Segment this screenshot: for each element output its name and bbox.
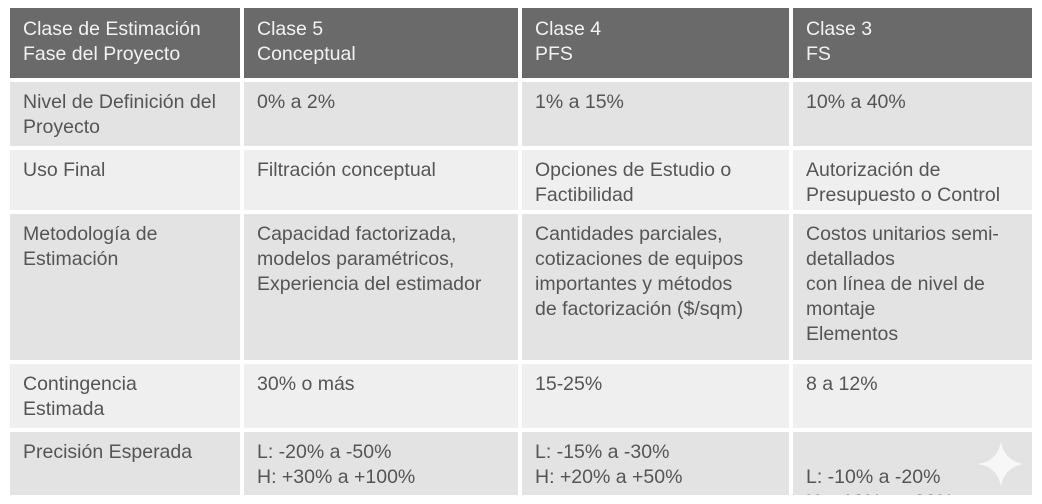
cell-text: L: -20% a -50% H: +30% a +100% — [257, 441, 416, 488]
cell-contingencia-clase4: 15-25% — [522, 364, 789, 428]
cell-nivel-clase4: 1% a 15% — [522, 82, 789, 146]
cell-text: Metodología de Estimación — [23, 223, 158, 270]
header-text: Clase 4 PFS — [535, 18, 602, 65]
cell-text: Filtración conceptual — [257, 159, 436, 181]
cell-contingencia-clase3: 8 a 12% — [793, 364, 1032, 428]
cell-text: 15-25% — [535, 373, 603, 395]
cell-text: 1% a 15% — [535, 91, 624, 113]
header-clase-3-fs: Clase 3 FS — [793, 8, 1032, 78]
cell-metodologia-clase3: Costos unitarios semi- detallados con lí… — [793, 214, 1032, 360]
cell-uso-clase3: Autorización de Presupuesto o Control — [793, 150, 1032, 210]
row-label-metodologia: Metodología de Estimación — [10, 214, 240, 360]
cell-nivel-clase3: 10% a 40% — [793, 82, 1032, 146]
cell-text: Costos unitarios semi- detallados con lí… — [806, 223, 999, 345]
cell-text: Uso Final — [23, 159, 106, 181]
cell-text: L: -15% a -30% H: +20% a +50% — [535, 441, 683, 488]
cell-text: Nivel de Definición del Proyecto — [23, 91, 216, 138]
cell-text: 30% o más — [257, 373, 355, 395]
cell-contingencia-clase5: 30% o más — [244, 364, 518, 428]
cell-precision-clase5: L: -20% a -50% H: +30% a +100% — [244, 432, 518, 495]
row-label-contingencia: Contingencia Estimada — [10, 364, 240, 428]
cell-text: L: -10% a -20% H: +10% a +30% — [806, 466, 953, 495]
cell-text: Opciones de Estudio o Factibilidad — [535, 159, 732, 206]
cell-nivel-clase5: 0% a 2% — [244, 82, 518, 146]
row-label-precision: Precisión Esperada — [10, 432, 240, 495]
cell-text: Contingencia Estimada — [23, 373, 137, 420]
header-estimation-class-phase: Clase de Estimación Fase del Proyecto — [10, 8, 240, 78]
header-text: Clase 3 FS — [806, 18, 873, 65]
sparkle-icon — [978, 440, 1024, 487]
cell-uso-clase4: Opciones de Estudio o Factibilidad — [522, 150, 789, 210]
header-text: Clase 5 Conceptual — [257, 18, 356, 65]
cell-uso-clase5: Filtración conceptual — [244, 150, 518, 210]
cell-text: 0% a 2% — [257, 91, 336, 113]
cell-precision-clase3: L: -10% a -20% H: +10% a +30% — [793, 432, 1032, 495]
cell-text: 8 a 12% — [806, 373, 878, 395]
row-label-nivel-definicion: Nivel de Definición del Proyecto — [10, 82, 240, 146]
estimation-classes-table: Clase de Estimación Fase del Proyecto Cl… — [10, 8, 1032, 495]
header-text: Clase de Estimación Fase del Proyecto — [23, 18, 201, 65]
header-clase-5-conceptual: Clase 5 Conceptual — [244, 8, 518, 78]
cell-text: Autorización de Presupuesto o Control — [806, 159, 1001, 206]
cell-precision-clase4: L: -15% a -30% H: +20% a +50% — [522, 432, 789, 495]
cell-text: Cantidades parciales, cotizaciones de eq… — [535, 223, 744, 320]
cell-metodologia-clase4: Cantidades parciales, cotizaciones de eq… — [522, 214, 789, 360]
cell-text: 10% a 40% — [806, 91, 906, 113]
cell-text: Precisión Esperada — [23, 441, 193, 463]
cell-text: Capacidad factorizada, modelos paramétri… — [257, 223, 482, 295]
row-label-uso-final: Uso Final — [10, 150, 240, 210]
header-clase-4-pfs: Clase 4 PFS — [522, 8, 789, 78]
cell-metodologia-clase5: Capacidad factorizada, modelos paramétri… — [244, 214, 518, 360]
